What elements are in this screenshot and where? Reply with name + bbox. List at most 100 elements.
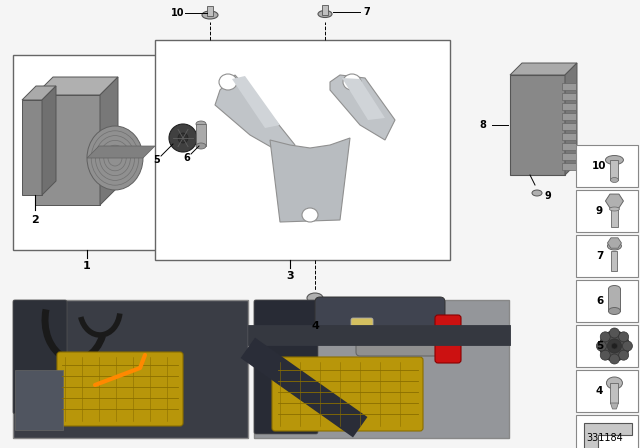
Bar <box>562 153 576 160</box>
Ellipse shape <box>609 307 620 314</box>
Polygon shape <box>607 238 621 248</box>
Ellipse shape <box>609 285 620 293</box>
Circle shape <box>178 133 188 143</box>
Ellipse shape <box>607 242 621 250</box>
Ellipse shape <box>196 143 206 149</box>
Circle shape <box>607 339 621 353</box>
Text: 7: 7 <box>596 251 604 261</box>
Text: 5: 5 <box>154 155 161 165</box>
Bar <box>562 133 576 140</box>
Bar <box>13 300 248 438</box>
FancyBboxPatch shape <box>315 297 445 337</box>
Bar <box>562 143 576 150</box>
Bar <box>611 209 618 227</box>
Polygon shape <box>611 403 618 409</box>
Bar <box>562 83 576 90</box>
Bar <box>510 75 565 175</box>
Circle shape <box>611 343 618 349</box>
Polygon shape <box>232 76 280 128</box>
FancyBboxPatch shape <box>254 300 318 434</box>
Ellipse shape <box>611 177 618 182</box>
Circle shape <box>609 354 620 364</box>
Polygon shape <box>510 63 577 75</box>
Polygon shape <box>330 75 395 140</box>
Bar <box>562 113 576 120</box>
Bar <box>576 325 638 367</box>
Circle shape <box>596 341 607 351</box>
FancyBboxPatch shape <box>57 352 183 426</box>
Bar <box>576 280 638 322</box>
Ellipse shape <box>202 11 218 19</box>
Polygon shape <box>605 194 623 208</box>
Ellipse shape <box>609 207 620 211</box>
Text: 4: 4 <box>311 321 319 331</box>
Bar <box>207 6 213 16</box>
Ellipse shape <box>87 126 143 190</box>
Bar <box>312 306 318 318</box>
Text: 9: 9 <box>545 191 552 201</box>
Bar <box>609 289 620 311</box>
Polygon shape <box>342 78 385 120</box>
Polygon shape <box>100 77 118 205</box>
Bar <box>22 100 42 195</box>
Polygon shape <box>22 86 56 100</box>
Text: 10: 10 <box>172 8 185 18</box>
Polygon shape <box>35 77 118 95</box>
Circle shape <box>600 332 611 342</box>
Ellipse shape <box>309 303 321 309</box>
Bar <box>155 40 450 260</box>
Ellipse shape <box>302 208 318 222</box>
Text: 5: 5 <box>596 341 603 351</box>
Bar <box>562 93 576 100</box>
Text: 4: 4 <box>596 386 604 396</box>
Bar <box>576 415 638 448</box>
Polygon shape <box>565 63 577 175</box>
Bar <box>576 190 638 232</box>
Text: 1: 1 <box>83 261 91 271</box>
Bar <box>611 383 618 403</box>
Circle shape <box>600 331 630 361</box>
Text: 10: 10 <box>592 161 607 171</box>
Text: 9: 9 <box>596 206 603 216</box>
Bar <box>196 124 206 146</box>
Circle shape <box>609 328 620 338</box>
Ellipse shape <box>532 190 542 196</box>
Ellipse shape <box>343 74 361 90</box>
Ellipse shape <box>196 121 206 127</box>
Bar <box>611 251 618 271</box>
Bar <box>13 55 161 250</box>
Bar <box>254 300 509 438</box>
Polygon shape <box>584 423 632 448</box>
Bar <box>322 5 328 15</box>
Text: 331184: 331184 <box>587 433 623 443</box>
FancyBboxPatch shape <box>356 326 439 356</box>
Ellipse shape <box>307 293 323 303</box>
Circle shape <box>619 332 628 342</box>
Circle shape <box>169 124 197 152</box>
Ellipse shape <box>605 155 623 164</box>
Polygon shape <box>87 146 155 158</box>
Ellipse shape <box>607 377 623 389</box>
Bar <box>562 103 576 110</box>
Ellipse shape <box>219 74 237 90</box>
FancyBboxPatch shape <box>272 357 423 431</box>
Bar <box>576 235 638 277</box>
Text: 8: 8 <box>479 120 486 130</box>
FancyBboxPatch shape <box>13 300 67 414</box>
Text: 2: 2 <box>31 215 39 225</box>
Text: 6: 6 <box>596 296 603 306</box>
Bar <box>576 370 638 412</box>
Bar <box>562 123 576 130</box>
Polygon shape <box>270 138 350 222</box>
Text: 3: 3 <box>286 271 294 281</box>
Bar <box>35 95 100 205</box>
Circle shape <box>623 341 632 351</box>
Bar <box>611 160 618 180</box>
Text: 6: 6 <box>184 153 190 163</box>
Bar <box>562 163 576 170</box>
Ellipse shape <box>318 10 332 17</box>
Polygon shape <box>215 75 295 155</box>
Bar <box>15 370 63 430</box>
Circle shape <box>600 350 611 360</box>
FancyBboxPatch shape <box>351 318 373 340</box>
